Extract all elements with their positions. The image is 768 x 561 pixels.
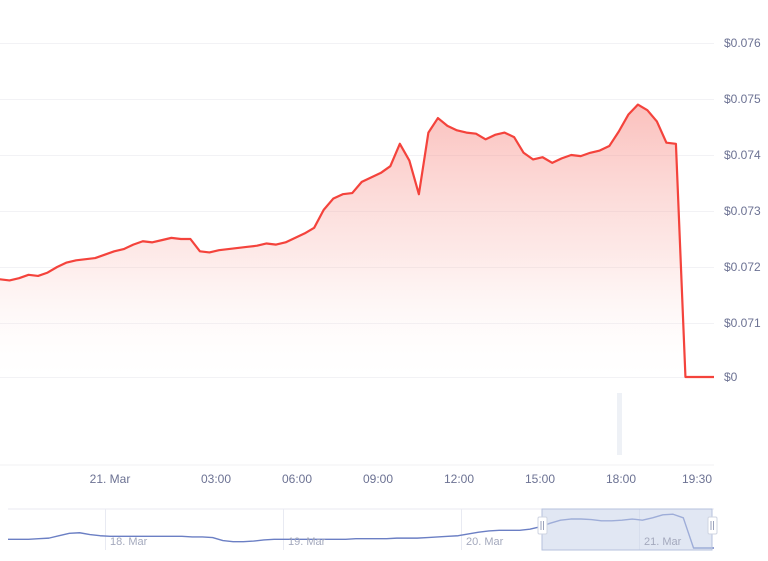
x-axis-tick-label: 21. Mar	[90, 472, 131, 486]
series-area-fill	[0, 104, 714, 377]
x-axis-tick-label: 19:30	[682, 472, 712, 486]
x-axis-tick-label: 03:00	[201, 472, 231, 486]
navigator-handle-right[interactable]	[707, 516, 718, 535]
crosshair-plot-band	[617, 393, 622, 455]
navigator-date-label: 19. Mar	[288, 536, 326, 548]
x-plot-line-marker	[617, 393, 622, 455]
y-axis-tick-label: $0.073	[724, 204, 761, 218]
navigator-selected-range[interactable]	[542, 509, 712, 550]
x-axis-tick-label: 12:00	[444, 472, 474, 486]
x-axis-tick-label: 06:00	[282, 472, 312, 486]
x-axis-tick-label: 15:00	[525, 472, 555, 486]
navigator-date-label: 21. Mar	[644, 536, 682, 548]
x-axis-tick-label: 18:00	[606, 472, 636, 486]
navigator-handle-left-body[interactable]	[537, 516, 548, 535]
y-axis-tick-label: $0	[724, 370, 738, 384]
y-axis-tick-label: $0.071	[724, 316, 761, 330]
series-line	[0, 103, 714, 379]
navigator-date-label: 18. Mar	[110, 536, 148, 548]
navigator-handle-right-body[interactable]	[707, 516, 718, 535]
x-axis-tick-label: 09:00	[363, 472, 393, 486]
y-axis-labels: $0.076 $0.075 $0.074 $0.073 $0.072 $0.071 $0	[724, 36, 761, 384]
range-navigator[interactable]: 18. Mar 19. Mar 20. Mar 21. Mar	[8, 508, 718, 551]
y-axis-tick-label: $0.076	[724, 36, 761, 50]
y-axis-tick-label: $0.075	[724, 92, 761, 106]
navigator-handle-left[interactable]	[537, 516, 548, 535]
navigator-date-labels: 18. Mar 19. Mar 20. Mar 21. Mar	[110, 536, 682, 548]
y-axis-tick-label: $0.072	[724, 260, 761, 274]
navigator-date-label: 20. Mar	[466, 536, 504, 548]
x-axis-labels: 21. Mar 03:00 06:00 09:00 12:00 15:00 18:00 19:…	[90, 472, 713, 486]
y-axis-tick-label: $0.074	[724, 148, 761, 162]
